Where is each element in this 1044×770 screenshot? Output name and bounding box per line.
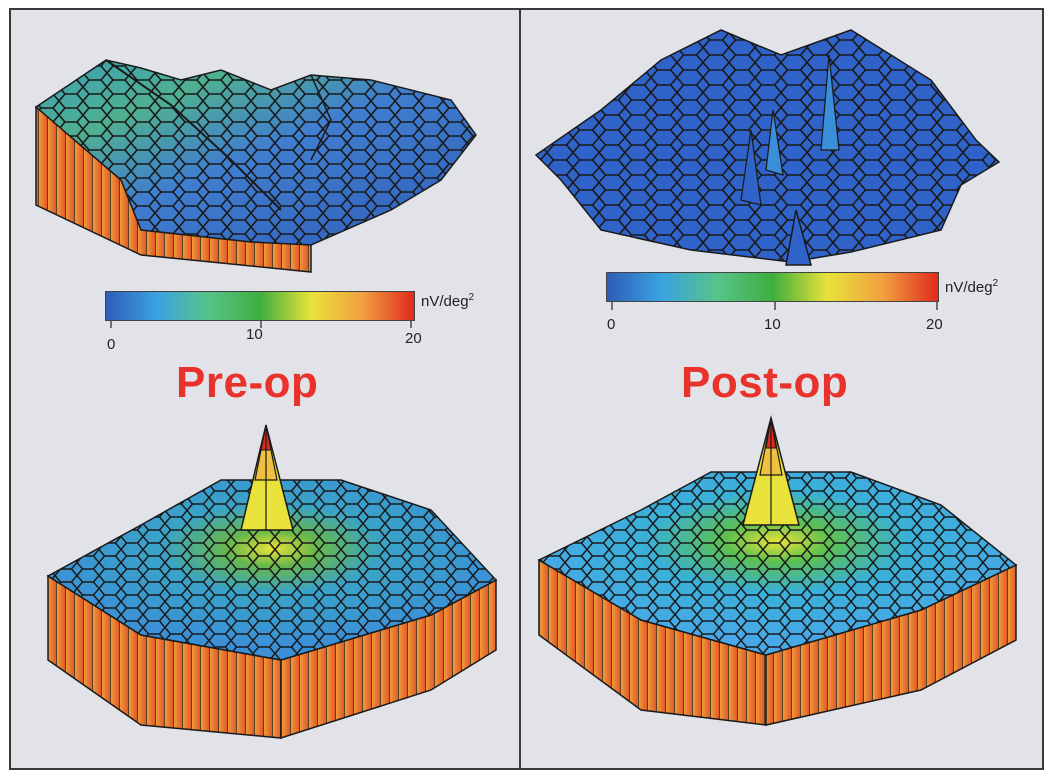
post-op-tick-10: 10 — [764, 316, 781, 333]
post-op-title: Post-op — [681, 358, 849, 407]
post-op-panel: nV/deg2 0 10 20 Post-op — [521, 8, 1044, 770]
pre-op-tick-10: 10 — [246, 326, 263, 343]
pre-op-bottom-surface-plot — [46, 424, 498, 740]
pre-op-tick-20: 20 — [405, 330, 422, 347]
pre-op-top-surface-plot — [34, 59, 477, 273]
post-op-tick-0: 0 — [607, 316, 616, 333]
post-op-tick-20: 20 — [926, 316, 943, 333]
pre-op-panel: nV/deg2 0 10 20 Pre-op — [9, 8, 521, 770]
pre-op-colorbar — [105, 291, 415, 321]
post-op-top-surface-plot — [534, 29, 1001, 266]
post-op-bottom-surface-plot — [537, 415, 1018, 726]
post-op-colorbar — [606, 272, 939, 302]
post-op-colorbar-unit: nV/deg2 — [945, 278, 999, 296]
pre-op-colorbar-unit: nV/deg2 — [421, 292, 475, 310]
pre-op-tick-0: 0 — [107, 336, 116, 353]
pre-op-title: Pre-op — [176, 358, 319, 407]
